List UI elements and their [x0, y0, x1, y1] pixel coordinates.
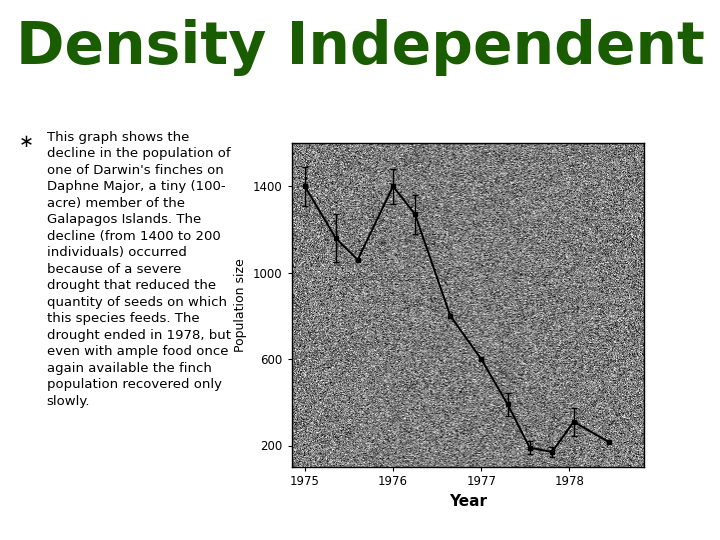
- Text: ∗: ∗: [19, 133, 34, 151]
- Text: This graph shows the
decline in the population of
one of Darwin's finches on
Dap: This graph shows the decline in the popu…: [47, 131, 230, 408]
- X-axis label: Year: Year: [449, 494, 487, 509]
- Y-axis label: Population size: Population size: [234, 258, 247, 352]
- Text: Density Independent: Density Independent: [16, 19, 704, 76]
